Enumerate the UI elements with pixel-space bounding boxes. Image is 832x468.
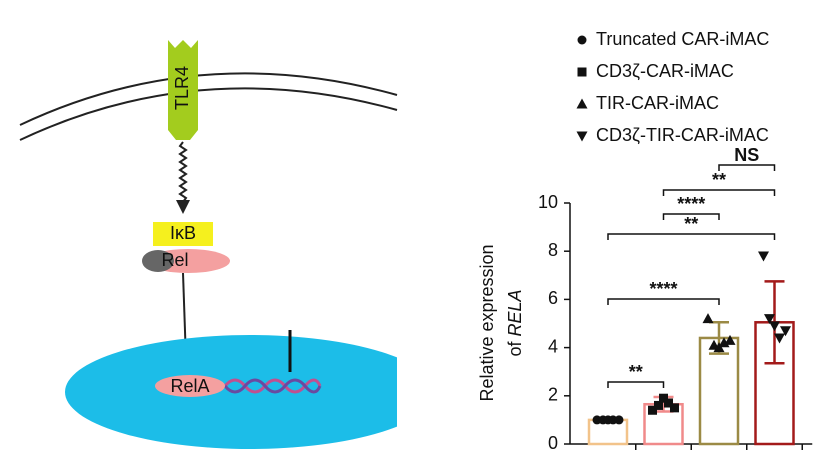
significance-bracket	[718, 164, 776, 171]
data-point	[758, 251, 769, 262]
dna	[223, 378, 322, 394]
data-point	[648, 405, 657, 415]
arrow-head	[176, 200, 190, 214]
rela-label: RelA	[170, 376, 209, 396]
significance-bracket	[607, 233, 776, 240]
rel-label: Rel	[161, 250, 188, 270]
y-axis-label: Relative expression	[477, 244, 497, 401]
data-point	[780, 326, 791, 337]
receptor	[168, 40, 198, 140]
significance-label: NS	[734, 145, 759, 165]
legend-marker	[577, 35, 587, 45]
y-axis-label: of RELA	[505, 289, 525, 356]
y-tick-label: 0	[548, 433, 558, 453]
signal-arrow	[178, 141, 188, 203]
legend-label: Truncated CAR-iMAC	[596, 29, 769, 49]
ikb-box	[153, 222, 213, 246]
y-tick-label: 2	[548, 385, 558, 405]
data-point	[664, 398, 673, 408]
legend-label: CD3ζ-CAR-iMAC	[596, 61, 734, 81]
significance-bracket	[607, 381, 665, 388]
pathway-diagram: TLR4 IκB Rel RelA	[19, 40, 398, 449]
data-point	[724, 334, 736, 345]
significance-label: **	[684, 214, 698, 234]
y-axis-label-part: of	[505, 341, 525, 357]
rel-partner	[142, 250, 174, 272]
data-point	[654, 400, 663, 410]
significance-bracket	[662, 213, 720, 220]
significance-label: ****	[649, 279, 677, 299]
significance-label: **	[712, 170, 726, 190]
significance-label: **	[629, 362, 643, 382]
dna	[223, 378, 322, 394]
ikb-label: IκB	[170, 223, 196, 243]
data-point	[764, 314, 775, 325]
legend-marker	[576, 131, 588, 142]
y-tick-label: 6	[548, 288, 558, 308]
membrane	[19, 72, 398, 126]
data-point	[659, 393, 668, 403]
data-point	[614, 415, 624, 425]
y-tick-label: 4	[548, 336, 558, 356]
membrane	[19, 87, 398, 141]
legend-marker	[576, 98, 588, 109]
data-point	[670, 403, 679, 413]
receptor-label: TLR4	[172, 66, 192, 110]
rela-shape	[155, 375, 225, 397]
y-axis-label-gene: RELA	[505, 289, 525, 336]
data-point	[774, 333, 785, 344]
significance-bracket	[607, 298, 720, 305]
y-tick-label: 10	[538, 192, 558, 212]
legend-label: CD3ζ-TIR-CAR-iMAC	[596, 125, 769, 145]
legend-label: TIR-CAR-iMAC	[596, 93, 719, 113]
y-tick-label: 8	[548, 240, 558, 260]
significance-bracket	[662, 189, 776, 196]
significance-label: ****	[677, 194, 705, 214]
legend-marker	[577, 67, 587, 77]
data-point	[769, 321, 780, 332]
data-point	[702, 313, 714, 324]
